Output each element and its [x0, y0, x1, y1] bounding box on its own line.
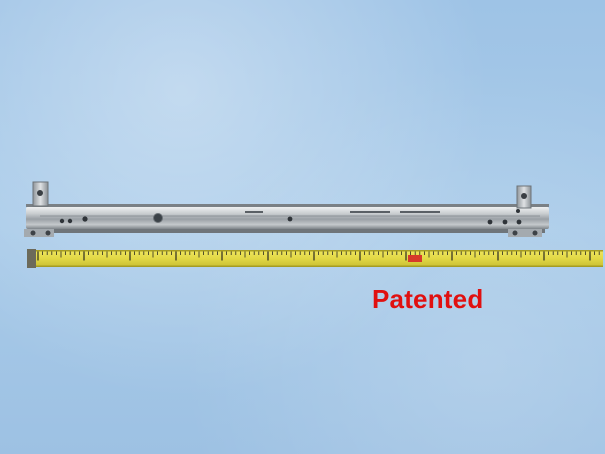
right-foot-screw	[512, 230, 518, 236]
rail-slot	[350, 211, 390, 213]
rail-hole	[516, 219, 522, 225]
left-foot-screw	[30, 230, 36, 236]
tape-bottom-edge	[27, 265, 603, 267]
rail-hole	[487, 219, 493, 225]
patented-caption: Patented	[372, 284, 484, 314]
left-foot-screw	[45, 230, 51, 236]
rail-hole	[287, 216, 293, 222]
drawer-slide-rail	[24, 181, 549, 237]
rail-top-lip	[26, 204, 549, 207]
left-bracket-hole	[37, 190, 43, 196]
rail-hole	[67, 218, 73, 224]
rail-hole	[59, 218, 65, 224]
rail-body	[26, 207, 549, 229]
tape-red-marker	[408, 255, 422, 262]
right-bracket-hole	[521, 193, 527, 199]
rail-hole	[502, 219, 508, 225]
tape-ticks	[37, 251, 600, 261]
rail-hole	[82, 216, 88, 222]
right-foot	[508, 229, 542, 237]
tape-top-edge	[27, 250, 603, 252]
rail-hole	[516, 209, 520, 213]
rail-slot	[400, 211, 440, 213]
measuring-tape	[27, 249, 603, 268]
rail-slot	[245, 211, 263, 213]
rail-bottom-lip	[30, 229, 545, 233]
right-foot-screw	[532, 230, 538, 236]
left-foot	[24, 229, 54, 237]
tape-end-hook	[27, 249, 36, 268]
rail-large-hole	[153, 213, 163, 223]
